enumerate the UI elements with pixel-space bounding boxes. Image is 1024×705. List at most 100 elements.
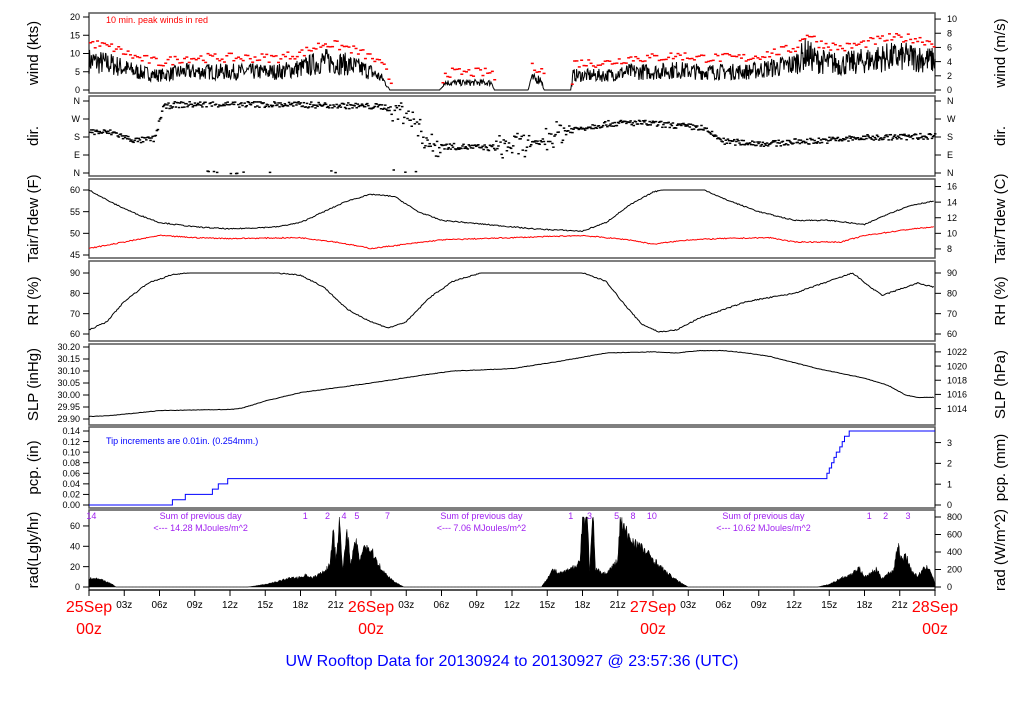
direction-mark	[389, 106, 392, 108]
peak-wind-mark	[791, 47, 795, 50]
direction-mark	[259, 101, 262, 103]
direction-mark	[315, 104, 318, 106]
y-tick-label: 50	[70, 229, 80, 239]
peak-wind-mark	[175, 58, 179, 61]
direction-mark	[687, 123, 691, 125]
direction-mark	[928, 133, 932, 135]
y-tick-label: 55	[70, 207, 80, 217]
peak-wind-mark	[808, 35, 812, 38]
direction-mark	[837, 139, 841, 142]
direction-mark	[433, 144, 437, 147]
peak-wind-mark	[897, 34, 901, 36]
direction-mark	[661, 126, 664, 129]
hour-label: 1	[303, 511, 308, 521]
direction-mark	[797, 139, 801, 141]
peak-wind-mark	[159, 64, 163, 67]
peak-wind-mark	[700, 54, 703, 56]
direction-mark	[517, 152, 520, 155]
direction-mark	[880, 137, 883, 139]
series-tdew	[88, 226, 935, 250]
direction-mark	[140, 136, 144, 139]
direction-mark	[378, 103, 382, 106]
direction-mark	[504, 140, 508, 142]
y-right-tick-label: 8	[947, 244, 952, 254]
direction-mark	[862, 135, 865, 138]
direction-mark	[593, 124, 596, 127]
peak-wind-mark	[133, 54, 137, 57]
direction-mark	[663, 122, 666, 124]
peak-wind-mark	[871, 37, 875, 40]
peak-wind-mark	[737, 54, 741, 56]
y-axis-title-right: wind (m/s)	[992, 18, 1009, 88]
direction-mark	[100, 132, 104, 134]
direction-mark	[360, 103, 364, 105]
y-tick-label: 10	[70, 49, 80, 59]
direction-mark	[242, 171, 245, 173]
direction-mark	[314, 107, 317, 109]
peak-wind-mark	[657, 59, 661, 62]
direction-mark	[178, 102, 182, 104]
peak-wind-mark	[140, 60, 144, 62]
peak-wind-mark	[314, 48, 318, 50]
y-right-tick-label: 400	[947, 547, 962, 557]
direction-mark	[731, 140, 735, 142]
peak-wind-mark	[598, 64, 602, 66]
day-sum-value: <--- 7.06 MJoules/m^2	[437, 523, 527, 533]
peak-wind-mark	[641, 60, 645, 63]
direction-mark	[826, 142, 829, 144]
direction-mark	[407, 110, 410, 112]
direction-mark	[656, 124, 660, 126]
peak-wind-mark	[244, 54, 248, 56]
direction-mark	[549, 140, 552, 143]
direction-mark	[432, 143, 436, 145]
direction-mark	[347, 102, 350, 104]
x-tick-label: 18z	[856, 600, 872, 611]
peak-wind-mark	[794, 50, 797, 53]
direction-mark	[266, 104, 270, 106]
x-tick-label: 18z	[574, 600, 590, 611]
direction-mark	[263, 106, 266, 109]
peak-wind-mark	[152, 56, 156, 58]
y-right-tick-label: 2	[947, 459, 952, 469]
peak-wind-mark	[535, 71, 539, 73]
peak-wind-mark	[594, 66, 598, 68]
direction-mark	[351, 107, 354, 109]
y-axis-title: wind (kts)	[25, 21, 42, 86]
peak-wind-mark	[911, 42, 915, 44]
peak-wind-mark	[316, 42, 320, 45]
direction-mark	[648, 120, 651, 123]
peak-wind-mark	[124, 53, 128, 56]
peak-wind-mark	[143, 54, 147, 57]
direction-mark	[290, 102, 294, 105]
peak-wind-mark	[754, 55, 758, 58]
y-axis-title-right: RH (%)	[992, 276, 1009, 325]
direction-mark	[231, 101, 235, 104]
direction-mark	[897, 136, 901, 139]
direction-mark	[468, 145, 472, 147]
date-hour-label: 00z	[922, 621, 948, 638]
peak-wind-mark	[768, 56, 772, 58]
direction-mark	[170, 107, 173, 109]
peak-wind-mark	[667, 56, 671, 59]
peak-wind-mark	[756, 57, 760, 59]
peak-wind-mark	[277, 61, 280, 64]
direction-mark	[439, 151, 442, 154]
direction-mark	[891, 137, 895, 139]
x-tick-label: 06z	[715, 600, 731, 611]
y-tick-label: 0.02	[62, 490, 80, 500]
x-tick-label: 15z	[257, 600, 273, 611]
direction-mark	[844, 138, 847, 140]
peak-wind-mark	[171, 63, 175, 66]
peak-wind-mark	[100, 42, 104, 44]
direction-mark	[617, 122, 621, 124]
direction-mark	[182, 101, 185, 104]
direction-mark	[152, 140, 155, 143]
hour-label: 1	[867, 511, 872, 521]
direction-mark	[258, 106, 261, 108]
peak-wind-mark	[805, 34, 809, 37]
peak-wind-mark	[577, 66, 581, 68]
panel-frame	[88, 95, 936, 177]
direction-mark	[839, 139, 843, 141]
y-right-tick-label: 60	[947, 329, 957, 339]
